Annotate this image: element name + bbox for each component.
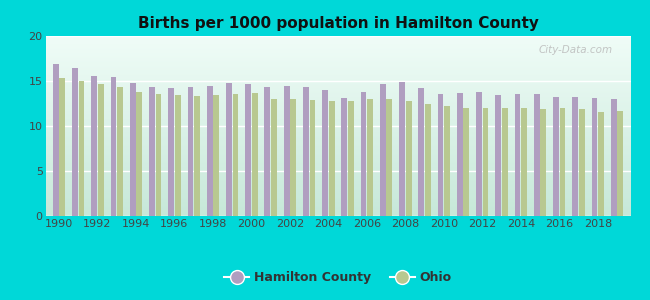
Bar — [457, 93, 463, 216]
Bar — [149, 87, 155, 216]
Bar — [495, 94, 501, 216]
Bar — [502, 108, 508, 216]
Bar — [573, 97, 578, 216]
Bar — [130, 83, 136, 216]
Bar — [53, 64, 58, 216]
Bar — [387, 99, 392, 216]
Bar — [168, 88, 174, 216]
Bar — [598, 112, 604, 216]
Bar — [618, 111, 623, 216]
Bar — [207, 86, 213, 216]
Bar — [98, 84, 103, 216]
Bar — [309, 100, 315, 216]
Bar — [437, 94, 443, 216]
Title: Births per 1000 population in Hamilton County: Births per 1000 population in Hamilton C… — [138, 16, 538, 31]
Bar — [406, 101, 411, 216]
Bar — [72, 68, 78, 216]
Bar — [553, 97, 559, 216]
Bar — [233, 94, 239, 216]
Bar — [348, 101, 354, 216]
Bar — [194, 96, 200, 216]
Bar — [271, 99, 277, 216]
Bar — [611, 99, 617, 216]
Bar — [322, 90, 328, 216]
Bar — [540, 109, 546, 216]
Bar — [361, 92, 367, 216]
Bar — [111, 76, 116, 216]
Bar — [444, 106, 450, 216]
Bar — [380, 84, 385, 216]
Bar — [419, 88, 424, 216]
Bar — [91, 76, 97, 216]
Bar — [187, 87, 193, 216]
Bar — [226, 83, 232, 216]
Bar — [560, 108, 566, 216]
Bar — [534, 94, 540, 216]
Bar — [79, 81, 84, 216]
Text: City-Data.com: City-Data.com — [539, 45, 613, 55]
Bar — [136, 92, 142, 216]
Bar — [329, 101, 335, 216]
Bar — [245, 84, 251, 216]
Bar — [515, 94, 521, 216]
Bar — [463, 108, 469, 216]
Bar — [252, 93, 257, 216]
Bar — [59, 78, 65, 216]
Bar — [521, 108, 527, 216]
Bar — [592, 98, 597, 216]
Bar — [367, 99, 373, 216]
Bar — [579, 109, 585, 216]
Bar — [175, 94, 181, 216]
Bar — [265, 87, 270, 216]
Legend: Hamilton County, Ohio: Hamilton County, Ohio — [219, 266, 457, 289]
Bar — [425, 103, 431, 216]
Bar — [291, 99, 296, 216]
Bar — [303, 87, 309, 216]
Bar — [341, 98, 347, 216]
Bar — [476, 92, 482, 216]
Bar — [399, 82, 405, 216]
Bar — [284, 86, 289, 216]
Bar — [483, 108, 489, 216]
Bar — [117, 87, 123, 216]
Bar — [213, 94, 219, 216]
Bar — [155, 94, 161, 216]
